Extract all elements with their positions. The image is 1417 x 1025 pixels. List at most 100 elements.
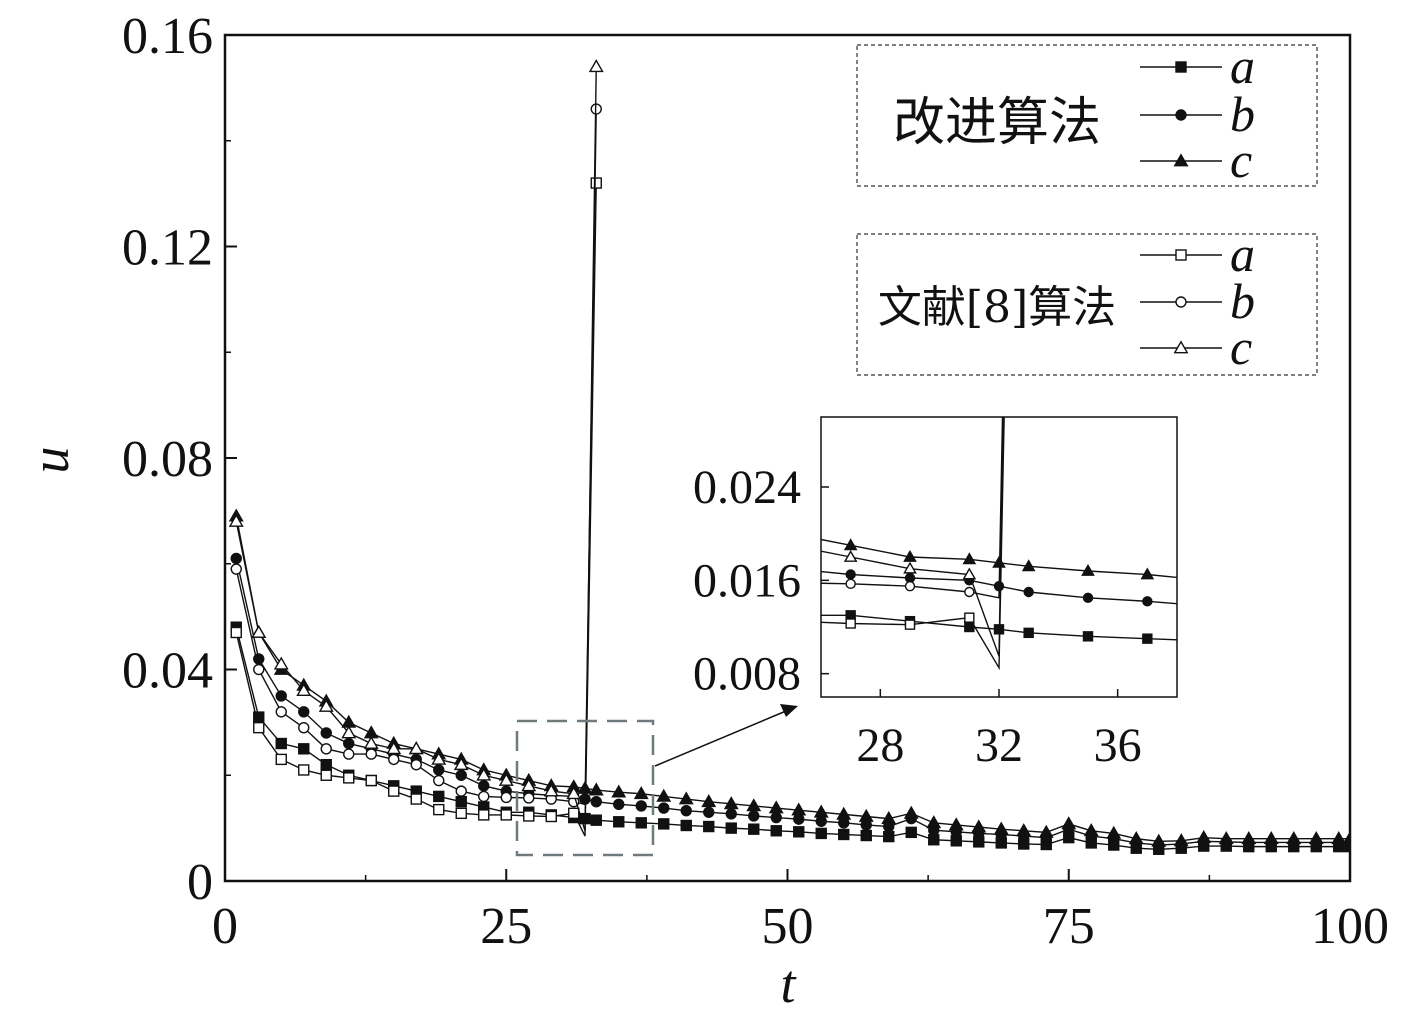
data-point	[275, 737, 287, 750]
data-point	[613, 798, 625, 811]
data-point	[1173, 833, 1189, 847]
inset-x-tick-label: 32	[975, 719, 1023, 772]
data-point	[320, 743, 332, 755]
x-tick-label: 0	[212, 898, 238, 955]
series-line	[235, 109, 597, 806]
inset-series-group	[821, 417, 1177, 671]
series-group	[228, 59, 1350, 855]
data-point	[590, 177, 602, 189]
data-point	[948, 817, 964, 831]
y-tick-label: 0.04	[122, 643, 213, 700]
x-tick-label: 75	[1043, 898, 1095, 955]
series-line	[235, 66, 597, 831]
data-point	[453, 757, 469, 771]
data-point	[1023, 586, 1034, 598]
legend-marker	[1175, 296, 1187, 308]
y-axis-label: u	[20, 447, 80, 474]
legend-label: b	[1230, 273, 1255, 329]
data-point	[1128, 831, 1144, 845]
data-point	[793, 826, 805, 838]
data-point	[1142, 596, 1153, 607]
x-tick-label: 100	[1311, 898, 1389, 955]
data-point	[521, 778, 537, 792]
inset-x-tick-label: 28	[856, 719, 904, 772]
data-point	[680, 819, 692, 832]
data-point	[1021, 559, 1036, 572]
data-point	[455, 769, 467, 781]
inset-y-tick-label: 0.008	[693, 648, 801, 701]
y-tick-label: 0.12	[122, 220, 213, 277]
data-point	[275, 753, 287, 766]
data-point	[770, 811, 782, 824]
data-point	[343, 737, 355, 750]
series-a-ref8	[230, 177, 602, 837]
data-point	[1241, 831, 1257, 845]
data-point	[251, 624, 267, 638]
data-point	[658, 802, 670, 814]
data-point	[410, 793, 422, 805]
data-point	[590, 814, 602, 826]
data-point	[656, 788, 672, 802]
data-point	[365, 748, 377, 760]
data-point	[845, 569, 856, 580]
data-point	[1142, 633, 1153, 644]
legend-marker	[1175, 109, 1187, 121]
data-point	[478, 790, 490, 803]
data-point	[1342, 831, 1350, 845]
data-point	[1083, 823, 1099, 837]
data-point	[478, 780, 490, 792]
data-point	[523, 792, 535, 804]
legend-label: c	[1230, 319, 1252, 375]
data-point	[386, 741, 402, 755]
data-point	[543, 783, 559, 797]
series-line	[235, 516, 1350, 843]
data-point	[523, 810, 535, 822]
inset-series-a	[821, 417, 1005, 671]
series-line	[235, 558, 1350, 846]
series-c-ref8	[228, 59, 604, 831]
data-point	[298, 764, 310, 776]
data-point	[770, 825, 782, 837]
data-point	[275, 706, 287, 718]
inset-axis-ticks: 28 32 36 0.008 0.016 0.024	[693, 461, 1142, 772]
data-point	[365, 774, 377, 787]
data-point	[993, 821, 1009, 835]
data-point	[1038, 824, 1054, 838]
legend-marker	[1175, 61, 1187, 73]
legend-label: b	[1230, 86, 1255, 142]
legend-ref8: 文献[8]算法 abc	[856, 226, 1318, 376]
legend-marker	[1175, 249, 1187, 261]
x-tick-label: 50	[762, 898, 814, 955]
data-point	[1308, 831, 1324, 845]
data-point	[320, 758, 332, 771]
data-point	[590, 795, 602, 808]
data-point	[703, 820, 715, 833]
data-point	[433, 790, 445, 803]
legend-entry-a: a	[1140, 226, 1255, 282]
data-point	[433, 764, 445, 776]
data-point	[838, 828, 850, 841]
zoom-region-box	[515, 719, 655, 857]
data-point	[500, 809, 512, 821]
data-point	[815, 827, 827, 840]
x-axis-label: t	[780, 954, 797, 1014]
data-point	[545, 810, 557, 823]
data-point	[903, 549, 917, 562]
data-point	[1331, 831, 1347, 845]
data-point	[926, 815, 942, 829]
data-point	[363, 735, 379, 749]
data-point	[296, 682, 312, 697]
data-point	[928, 834, 940, 846]
data-point	[633, 786, 649, 800]
zoom-arrow-head	[780, 704, 798, 717]
data-point	[1081, 563, 1095, 576]
inset-series-b	[821, 417, 1004, 599]
data-point	[1218, 831, 1234, 845]
y-tick-label: 0	[187, 854, 213, 911]
data-point	[883, 830, 895, 843]
legend-marker	[1173, 153, 1189, 167]
legend-entry-c: c	[1140, 132, 1252, 188]
data-point	[228, 513, 244, 527]
data-point	[455, 795, 467, 808]
y-tick-label: 0.08	[122, 431, 213, 488]
